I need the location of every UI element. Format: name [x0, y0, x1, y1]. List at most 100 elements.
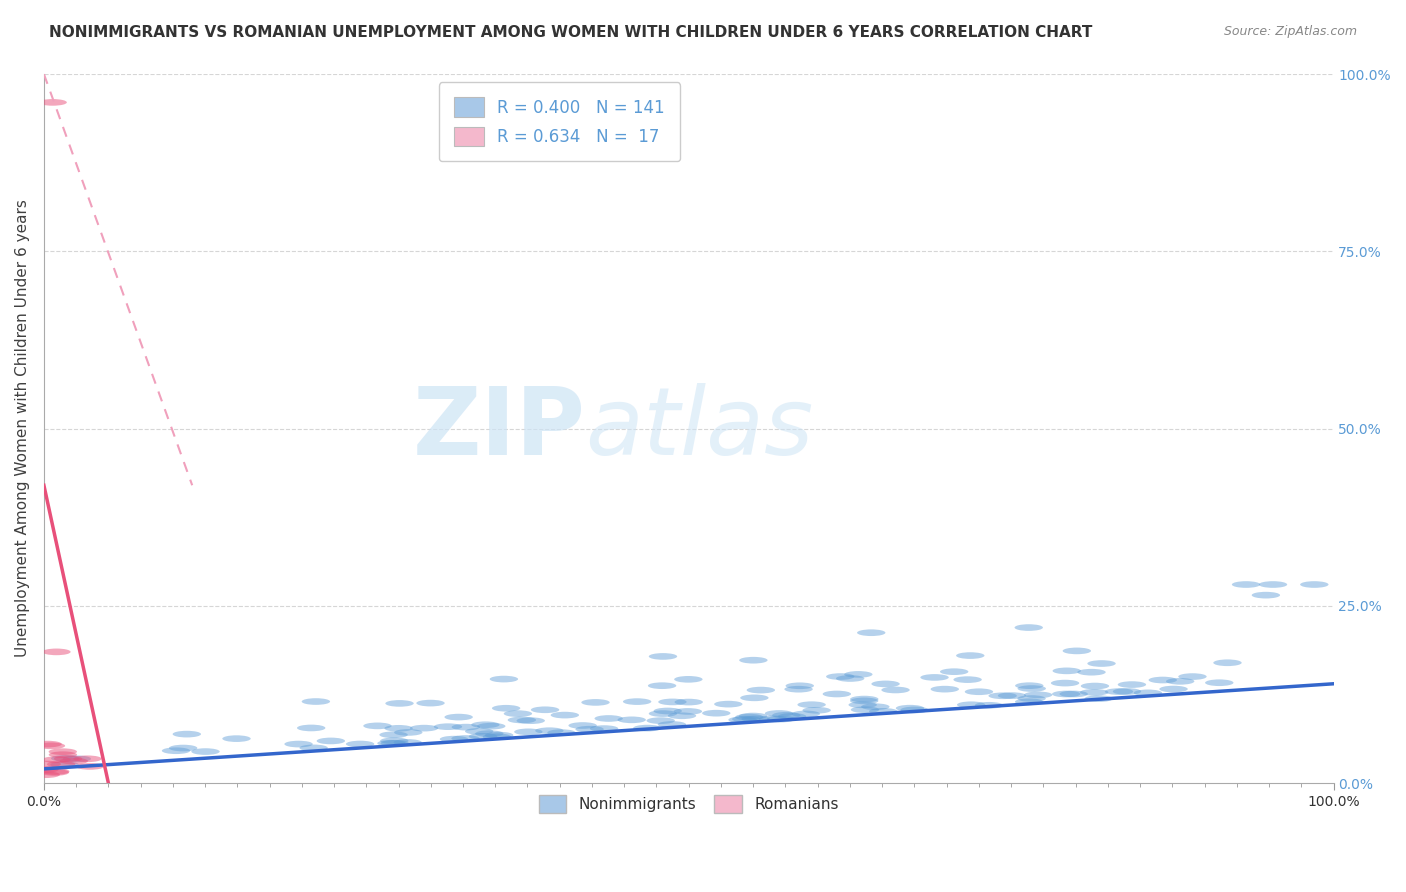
Ellipse shape: [1112, 688, 1142, 695]
Ellipse shape: [191, 748, 219, 755]
Ellipse shape: [1052, 690, 1080, 698]
Ellipse shape: [485, 731, 513, 739]
Ellipse shape: [536, 727, 564, 734]
Text: NONIMMIGRANTS VS ROMANIAN UNEMPLOYMENT AMONG WOMEN WITH CHILDREN UNDER 6 YEARS C: NONIMMIGRANTS VS ROMANIAN UNEMPLOYMENT A…: [49, 25, 1092, 40]
Ellipse shape: [1232, 582, 1260, 588]
Ellipse shape: [394, 729, 422, 736]
Ellipse shape: [747, 687, 775, 693]
Ellipse shape: [797, 701, 825, 708]
Ellipse shape: [633, 725, 661, 731]
Ellipse shape: [668, 713, 696, 719]
Ellipse shape: [508, 716, 536, 723]
Ellipse shape: [42, 648, 70, 656]
Ellipse shape: [302, 698, 330, 705]
Ellipse shape: [702, 710, 731, 716]
Ellipse shape: [1015, 682, 1043, 689]
Ellipse shape: [63, 756, 91, 762]
Ellipse shape: [1251, 591, 1279, 599]
Ellipse shape: [728, 716, 756, 723]
Ellipse shape: [34, 740, 62, 747]
Ellipse shape: [647, 717, 675, 724]
Ellipse shape: [823, 690, 851, 698]
Text: atlas: atlas: [585, 383, 814, 474]
Ellipse shape: [384, 725, 413, 731]
Ellipse shape: [740, 695, 769, 701]
Ellipse shape: [297, 724, 325, 731]
Ellipse shape: [531, 706, 560, 713]
Ellipse shape: [284, 740, 312, 747]
Ellipse shape: [785, 686, 813, 692]
Ellipse shape: [173, 731, 201, 738]
Ellipse shape: [440, 736, 468, 742]
Ellipse shape: [53, 756, 83, 762]
Text: Source: ZipAtlas.com: Source: ZipAtlas.com: [1223, 25, 1357, 38]
Ellipse shape: [471, 722, 499, 728]
Legend: Nonimmigrants, Romanians: Nonimmigrants, Romanians: [526, 783, 851, 825]
Ellipse shape: [658, 698, 686, 706]
Ellipse shape: [1081, 682, 1109, 690]
Ellipse shape: [858, 630, 886, 636]
Ellipse shape: [51, 761, 79, 768]
Ellipse shape: [1149, 677, 1177, 683]
Ellipse shape: [489, 676, 517, 682]
Ellipse shape: [49, 748, 77, 755]
Ellipse shape: [475, 731, 503, 737]
Ellipse shape: [46, 761, 76, 768]
Ellipse shape: [673, 708, 702, 714]
Ellipse shape: [772, 712, 800, 719]
Ellipse shape: [1166, 678, 1194, 685]
Ellipse shape: [316, 738, 344, 744]
Ellipse shape: [740, 713, 768, 719]
Ellipse shape: [1015, 624, 1043, 631]
Ellipse shape: [1213, 659, 1241, 666]
Ellipse shape: [477, 723, 505, 730]
Ellipse shape: [1018, 685, 1046, 692]
Y-axis label: Unemployment Among Women with Children Under 6 years: Unemployment Among Women with Children U…: [15, 200, 30, 657]
Ellipse shape: [73, 756, 101, 762]
Ellipse shape: [41, 769, 69, 776]
Ellipse shape: [516, 717, 546, 724]
Ellipse shape: [900, 706, 929, 714]
Ellipse shape: [872, 681, 900, 687]
Ellipse shape: [59, 758, 89, 764]
Ellipse shape: [591, 725, 619, 732]
Ellipse shape: [444, 714, 472, 721]
Ellipse shape: [1105, 689, 1133, 695]
Ellipse shape: [394, 739, 422, 746]
Ellipse shape: [42, 756, 70, 763]
Ellipse shape: [1178, 673, 1206, 680]
Ellipse shape: [451, 735, 479, 742]
Ellipse shape: [503, 710, 531, 717]
Ellipse shape: [595, 715, 623, 722]
Ellipse shape: [1063, 648, 1091, 654]
Ellipse shape: [76, 763, 104, 770]
Ellipse shape: [844, 671, 873, 678]
Ellipse shape: [363, 723, 392, 729]
Ellipse shape: [837, 675, 865, 681]
Ellipse shape: [468, 733, 498, 739]
Ellipse shape: [38, 99, 67, 106]
Ellipse shape: [41, 768, 69, 775]
Ellipse shape: [998, 692, 1026, 699]
Ellipse shape: [385, 700, 413, 706]
Ellipse shape: [740, 657, 768, 664]
Ellipse shape: [551, 712, 579, 718]
Ellipse shape: [49, 751, 77, 758]
Ellipse shape: [827, 673, 855, 680]
Ellipse shape: [51, 755, 79, 762]
Ellipse shape: [792, 711, 820, 717]
Ellipse shape: [169, 745, 197, 751]
Ellipse shape: [623, 698, 651, 705]
Ellipse shape: [851, 706, 879, 713]
Ellipse shape: [957, 701, 986, 708]
Text: ZIP: ZIP: [412, 383, 585, 475]
Ellipse shape: [766, 715, 796, 723]
Ellipse shape: [953, 676, 981, 683]
Ellipse shape: [465, 728, 494, 735]
Ellipse shape: [648, 682, 676, 689]
Ellipse shape: [581, 699, 610, 706]
Ellipse shape: [1080, 689, 1108, 696]
Ellipse shape: [492, 705, 520, 712]
Ellipse shape: [380, 731, 408, 738]
Ellipse shape: [648, 710, 678, 717]
